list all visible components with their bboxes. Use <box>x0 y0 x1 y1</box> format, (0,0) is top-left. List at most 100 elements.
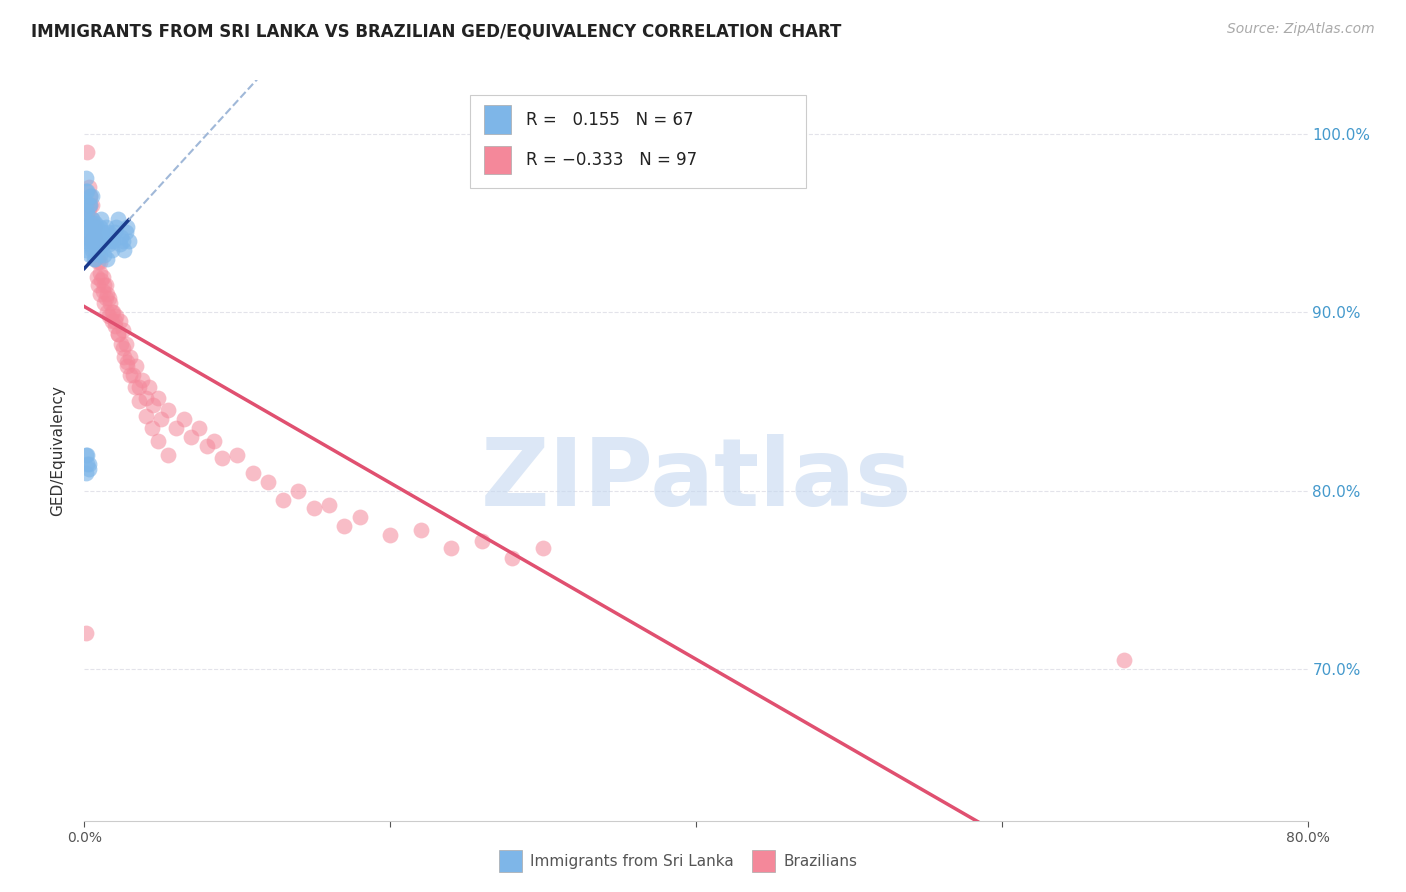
Point <box>333 519 356 533</box>
Point <box>101 305 124 319</box>
Point <box>103 305 125 319</box>
Point <box>80 198 103 212</box>
Point <box>83 230 105 244</box>
Text: Source: ZipAtlas.com: Source: ZipAtlas.com <box>1227 22 1375 37</box>
Point <box>87 243 110 257</box>
Point <box>202 434 225 448</box>
Point <box>108 237 131 252</box>
Point <box>114 337 136 351</box>
Point <box>105 219 128 234</box>
Point <box>125 359 148 373</box>
Point <box>380 528 402 542</box>
Point <box>89 266 111 280</box>
Text: Brazilians: Brazilians <box>783 855 858 869</box>
Point <box>84 216 107 230</box>
Point <box>75 212 97 227</box>
Point <box>89 287 111 301</box>
Point <box>79 198 101 212</box>
Y-axis label: GED/Equivalency: GED/Equivalency <box>51 385 66 516</box>
Point <box>138 380 160 394</box>
Point <box>77 202 100 216</box>
Point <box>502 551 524 566</box>
Point <box>75 202 97 216</box>
Point <box>124 380 146 394</box>
Point <box>79 248 101 262</box>
Point <box>302 501 325 516</box>
Text: ZIPatlas: ZIPatlas <box>481 434 911 526</box>
Point <box>120 368 142 382</box>
Point <box>287 483 309 498</box>
Point <box>105 309 128 323</box>
Point <box>93 296 115 310</box>
Point <box>76 230 98 244</box>
Point <box>104 314 127 328</box>
Point <box>111 234 134 248</box>
Point <box>76 207 98 221</box>
Point <box>89 248 111 262</box>
Point <box>75 448 97 462</box>
Point <box>75 225 97 239</box>
Point <box>83 230 105 244</box>
Point <box>76 448 98 462</box>
Point <box>91 237 114 252</box>
Point <box>104 319 127 334</box>
Point <box>83 225 105 239</box>
Point <box>80 216 103 230</box>
Point <box>111 341 134 355</box>
Point <box>349 510 371 524</box>
Point <box>75 243 97 257</box>
Point <box>122 368 145 382</box>
Point <box>165 421 187 435</box>
Text: R = −0.333   N = 97: R = −0.333 N = 97 <box>526 152 697 169</box>
Point <box>77 198 100 212</box>
Point <box>91 284 114 298</box>
Point <box>84 219 107 234</box>
Point <box>77 457 100 471</box>
Point <box>75 194 97 209</box>
Point <box>87 278 110 293</box>
Point <box>101 243 124 257</box>
Point <box>97 237 120 252</box>
Point <box>83 219 105 234</box>
FancyBboxPatch shape <box>470 95 806 187</box>
Point <box>86 237 108 252</box>
Point <box>226 448 249 462</box>
Point <box>86 219 108 234</box>
Point <box>107 326 129 341</box>
Point <box>80 243 103 257</box>
Text: R =   0.155   N = 67: R = 0.155 N = 67 <box>526 111 693 128</box>
Point <box>120 350 142 364</box>
Point <box>242 466 264 480</box>
Point <box>110 230 132 244</box>
Point <box>211 451 233 466</box>
Point <box>89 219 111 234</box>
Point <box>87 230 110 244</box>
Point <box>531 541 554 555</box>
Point <box>104 225 127 239</box>
Point <box>96 305 118 319</box>
Point <box>76 457 98 471</box>
Point <box>128 380 150 394</box>
Point <box>146 434 169 448</box>
Point <box>128 394 150 409</box>
Point <box>108 314 131 328</box>
Point <box>157 448 180 462</box>
Point <box>94 291 117 305</box>
Point <box>97 309 120 323</box>
Point <box>97 291 120 305</box>
Point <box>111 323 134 337</box>
Point <box>80 212 103 227</box>
Point <box>409 523 432 537</box>
Point <box>131 373 153 387</box>
FancyBboxPatch shape <box>484 146 512 174</box>
Point <box>80 234 103 248</box>
Point <box>93 248 115 262</box>
Point <box>94 219 117 234</box>
Point <box>76 145 98 159</box>
Point <box>75 234 97 248</box>
Point <box>96 252 118 266</box>
Point <box>79 189 101 203</box>
Point <box>115 219 138 234</box>
Point <box>188 421 211 435</box>
Point <box>107 212 129 227</box>
